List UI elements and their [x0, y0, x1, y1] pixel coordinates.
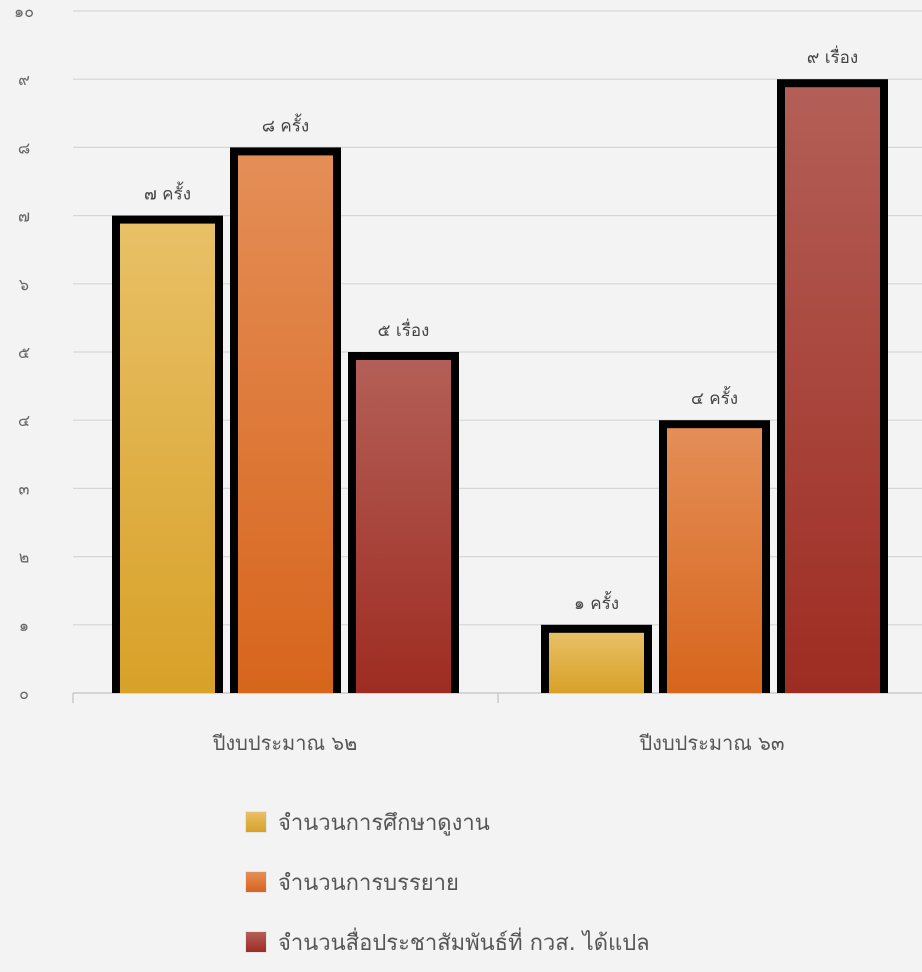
y-tick-label: ๑๐: [14, 2, 34, 21]
y-tick-label: ๖: [19, 275, 29, 294]
legend-item-lectures: จำนวนการบรรยาย: [246, 852, 650, 912]
bar: [238, 155, 333, 693]
x-category-label: ปีงบประมาณ ๖๒: [212, 731, 357, 755]
y-tick-label: ๒: [19, 548, 30, 567]
bar-data-label: ๘ ครั้ง: [262, 113, 309, 136]
y-tick-label: ๐: [19, 684, 29, 703]
bars: [112, 79, 888, 693]
legend-label-lectures: จำนวนการบรรยาย: [278, 870, 459, 896]
y-axis-ticks: ๐ ๑ ๒ ๓ ๔ ๕ ๖ ๗ ๘ ๙ ๑๐: [14, 2, 34, 703]
legend-item-study-visits: จำนวนการศึกษาดูงาน: [246, 792, 650, 852]
data-labels: ๗ ครั้ง๑ ครั้ง ๘ ครั้ง๔ ครั้ง ๕ เรื่อง ๙ เร…: [144, 45, 858, 614]
bar-data-label: ๗ ครั้ง: [144, 182, 191, 205]
bar-data-label: ๙ เรื่อง: [807, 45, 858, 68]
y-tick-label: ๙: [18, 70, 30, 89]
legend-label-study-visits: จำนวนการศึกษาดูงาน: [278, 810, 490, 836]
bar: [667, 428, 762, 693]
bar: [785, 87, 880, 693]
bar: [356, 360, 451, 693]
y-tick-label: ๕: [18, 343, 30, 362]
bar-data-label: ๑ ครั้ง: [574, 591, 619, 614]
y-tick-label: ๘: [18, 138, 30, 157]
legend-item-translated-media: จำนวนสื่อประชาสัมพันธ์ที่ กวส. ได้แปล: [246, 912, 650, 972]
legend-swatch-translated-media: [246, 932, 266, 952]
y-tick-label: ๓: [19, 479, 30, 498]
chart: ๐ ๑ ๒ ๓ ๔ ๕ ๖ ๗ ๘ ๙ ๑๐๗ ครั้ง๑ ครั้ง ๘ ครั้ง๔ ครั้ง…: [14, 2, 922, 956]
y-tick-label: ๔: [18, 411, 30, 430]
bar-chart-svg: ๐ ๑ ๒ ๓ ๔ ๕ ๖ ๗ ๘ ๙ ๑๐๗ ครั้ง๑ ครั้ง ๘ ครั้ง๔ ครั้ง…: [14, 2, 922, 755]
legend-swatch-study-visits: [246, 812, 266, 832]
legend-label-translated-media: จำนวนสื่อประชาสัมพันธ์ที่ กวส. ได้แปล: [278, 930, 650, 956]
bar: [120, 223, 215, 693]
legend: จำนวนการศึกษาดูงาน จำนวนการบรรยาย จำนวนส…: [246, 792, 650, 972]
bar-data-label: ๕ เรื่อง: [378, 318, 430, 341]
legend-swatch-lectures: [246, 872, 266, 892]
y-tick-label: ๑: [19, 616, 29, 635]
x-category-label: ปีงบประมาณ ๖๓: [639, 731, 784, 755]
y-tick-label: ๗: [18, 207, 30, 226]
bar-data-label: ๔ ครั้ง: [691, 386, 738, 409]
bar: [549, 632, 644, 693]
